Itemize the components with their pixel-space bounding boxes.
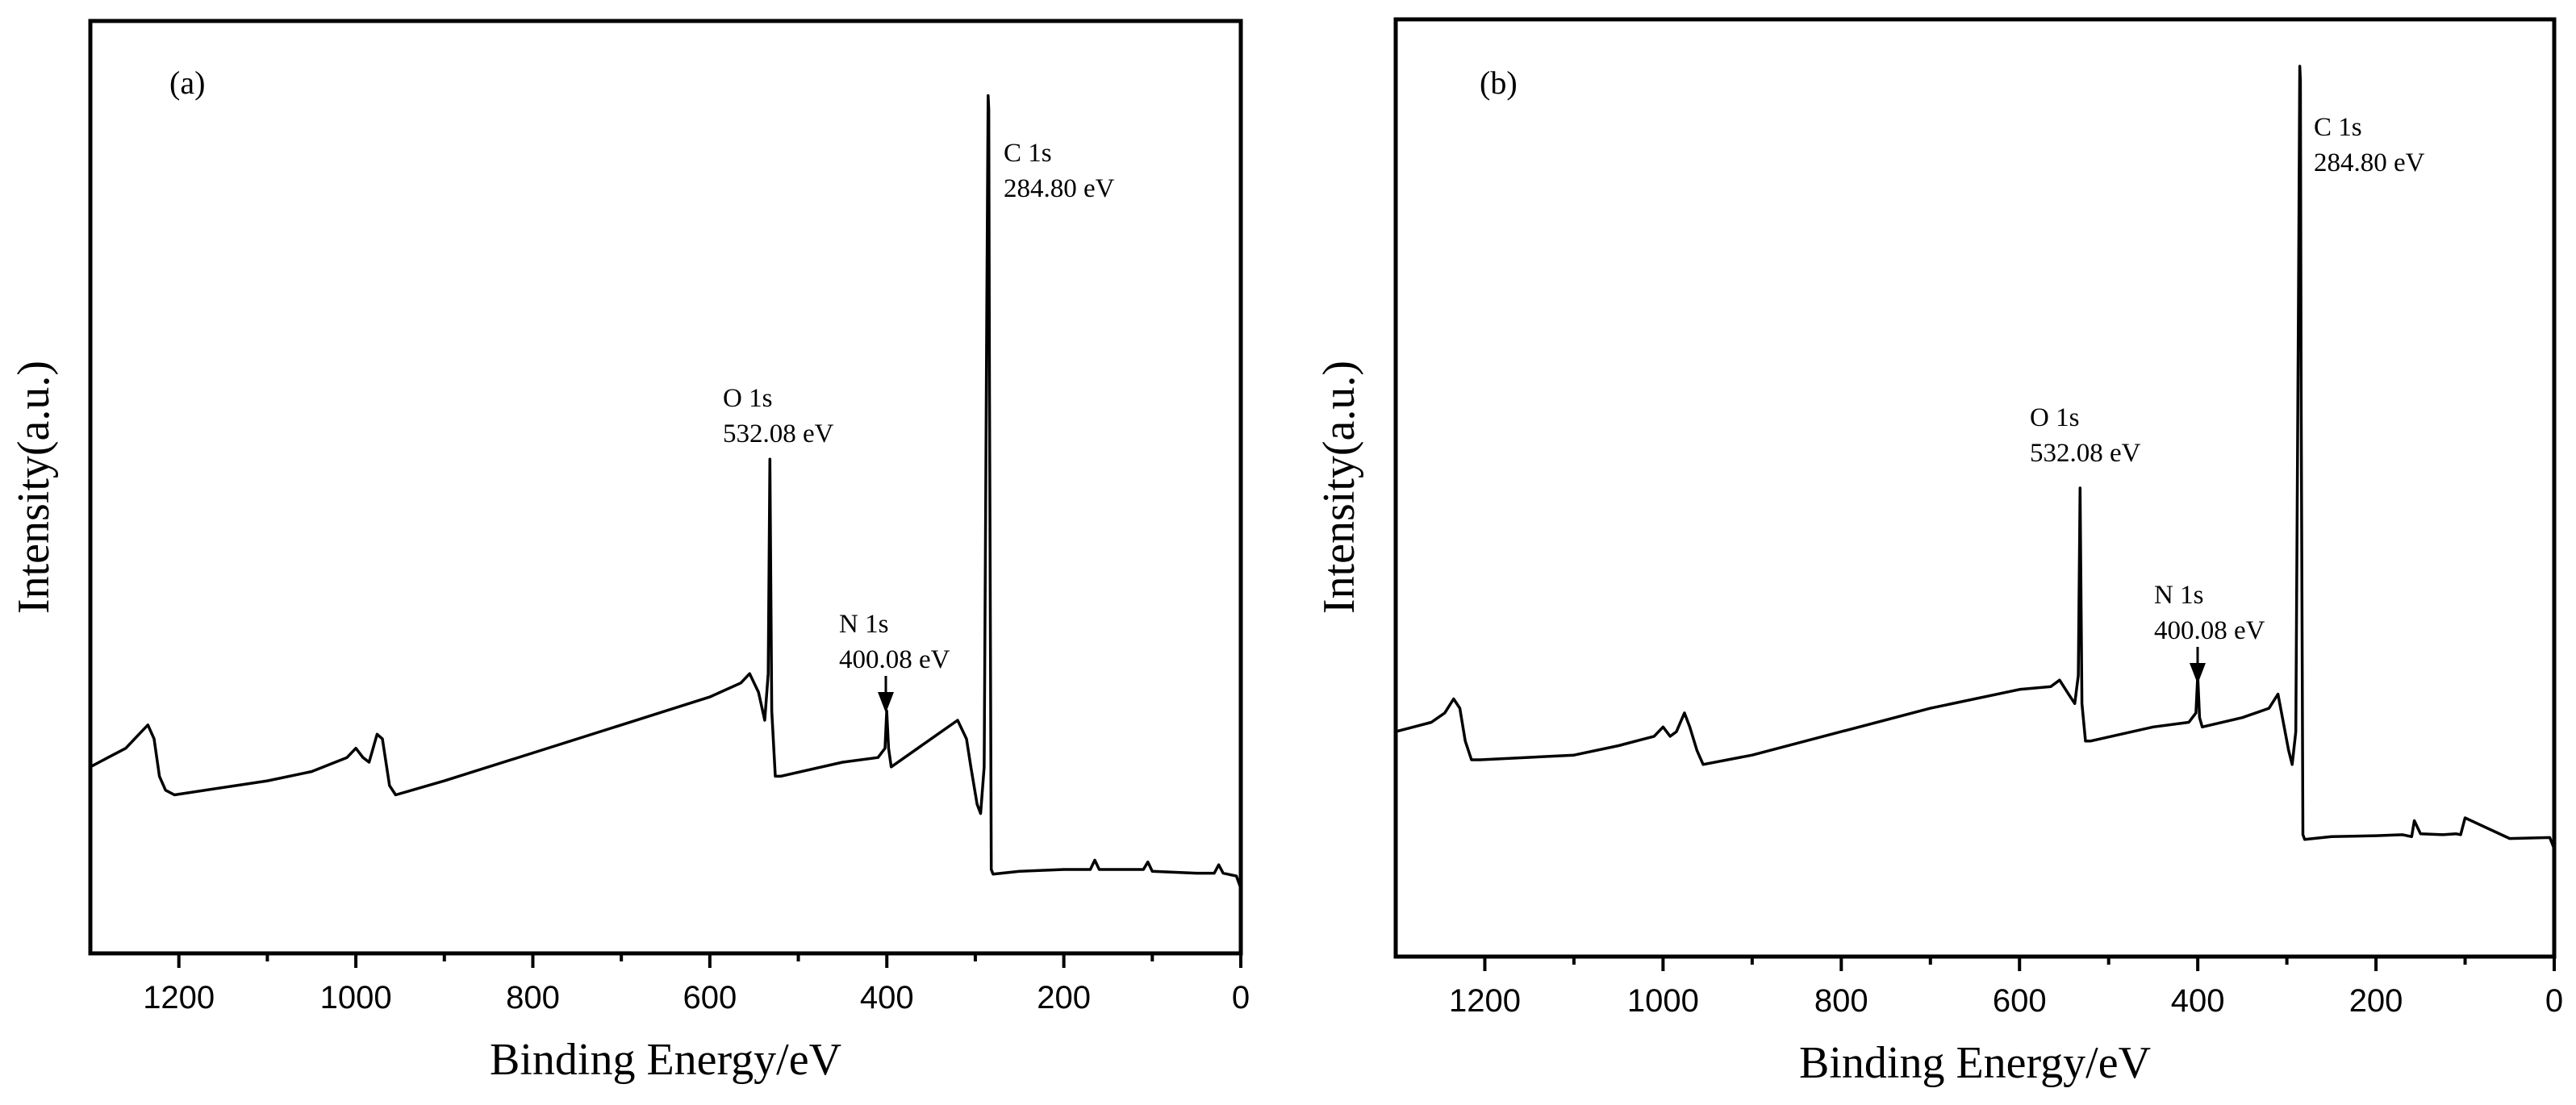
panel-a-x-tick-label: 600 [683, 980, 737, 1015]
panel-b-n1s-arrow-head [2190, 663, 2206, 684]
panel-a-x-tick-label: 200 [1037, 980, 1091, 1015]
panel-b-plot-frame [1393, 17, 2557, 959]
panel-b-x-tick-label: 600 [1993, 983, 2047, 1019]
panel-b-c1s-value: 284.80 eV [2314, 148, 2425, 177]
panel-b-c1s-label: C 1s [2314, 113, 2362, 142]
panel-a: 1200 1000 800 600 400 200 0 (a) C 1s 284.80 eV… [9, 19, 1250, 1085]
panel-a-x-ticks: 1200 1000 800 600 400 200 0 [143, 953, 1250, 1015]
panel-a-panel-label: (a) [169, 65, 205, 101]
panel-b-x-tick-label: 1000 [1627, 983, 1699, 1019]
panel-b-n1s-label: N 1s [2154, 581, 2203, 610]
panel-a-x-tick-label: 1200 [143, 980, 215, 1015]
panel-a-o1s-label: O 1s [723, 384, 772, 413]
panel-a-c1s-value: 284.80 eV [1004, 174, 1115, 203]
panel-b-n1s-value: 400.08 eV [2154, 616, 2265, 645]
panel-b-o1s-label: O 1s [2030, 403, 2079, 432]
panel-b-x-axis-label: Binding Energy/eV [1799, 1038, 2151, 1088]
panel-a-x-tick-label: 800 [506, 980, 560, 1015]
panel-a-c1s-label: C 1s [1004, 139, 1052, 168]
panel-a-n1s-arrow-head [878, 692, 894, 713]
panel-b-x-tick-label: 800 [1814, 983, 1868, 1019]
panel-b-spectrum-line [1395, 65, 2556, 850]
panel-b-x-tick-label: 200 [2349, 983, 2403, 1019]
panel-a-x-tick-label: 0 [1232, 980, 1250, 1015]
panel-a-plot-frame [88, 19, 1243, 956]
panel-a-spectrum-line [90, 94, 1242, 889]
panel-a-o1s-value: 532.08 eV [723, 419, 834, 448]
panel-b-x-tick-label: 1200 [1449, 983, 1521, 1019]
panel-b-x-tick-label: 0 [2545, 983, 2563, 1019]
panel-a-n1s-label: N 1s [839, 610, 888, 639]
panel-a-n1s-value: 400.08 eV [839, 645, 950, 674]
panel-b: 1200 1000 800 600 400 200 0 (b) C 1s 284.80 eV… [1314, 17, 2563, 1088]
panel-b-x-tick-label: 400 [2171, 983, 2225, 1019]
panel-b-o1s-value: 532.08 eV [2030, 439, 2141, 468]
panel-b-y-axis-label: Intensity(a.u.) [1314, 361, 1364, 614]
panel-b-panel-label: (b) [1480, 65, 1518, 101]
panel-a-x-tick-label: 1000 [320, 980, 392, 1015]
panel-a-x-axis-label: Binding Energy/eV [490, 1035, 841, 1085]
panel-b-x-ticks: 1200 1000 800 600 400 200 0 [1449, 957, 2563, 1019]
panel-a-x-tick-label: 400 [860, 980, 914, 1015]
panel-a-y-axis-label: Intensity(a.u.) [9, 361, 59, 614]
